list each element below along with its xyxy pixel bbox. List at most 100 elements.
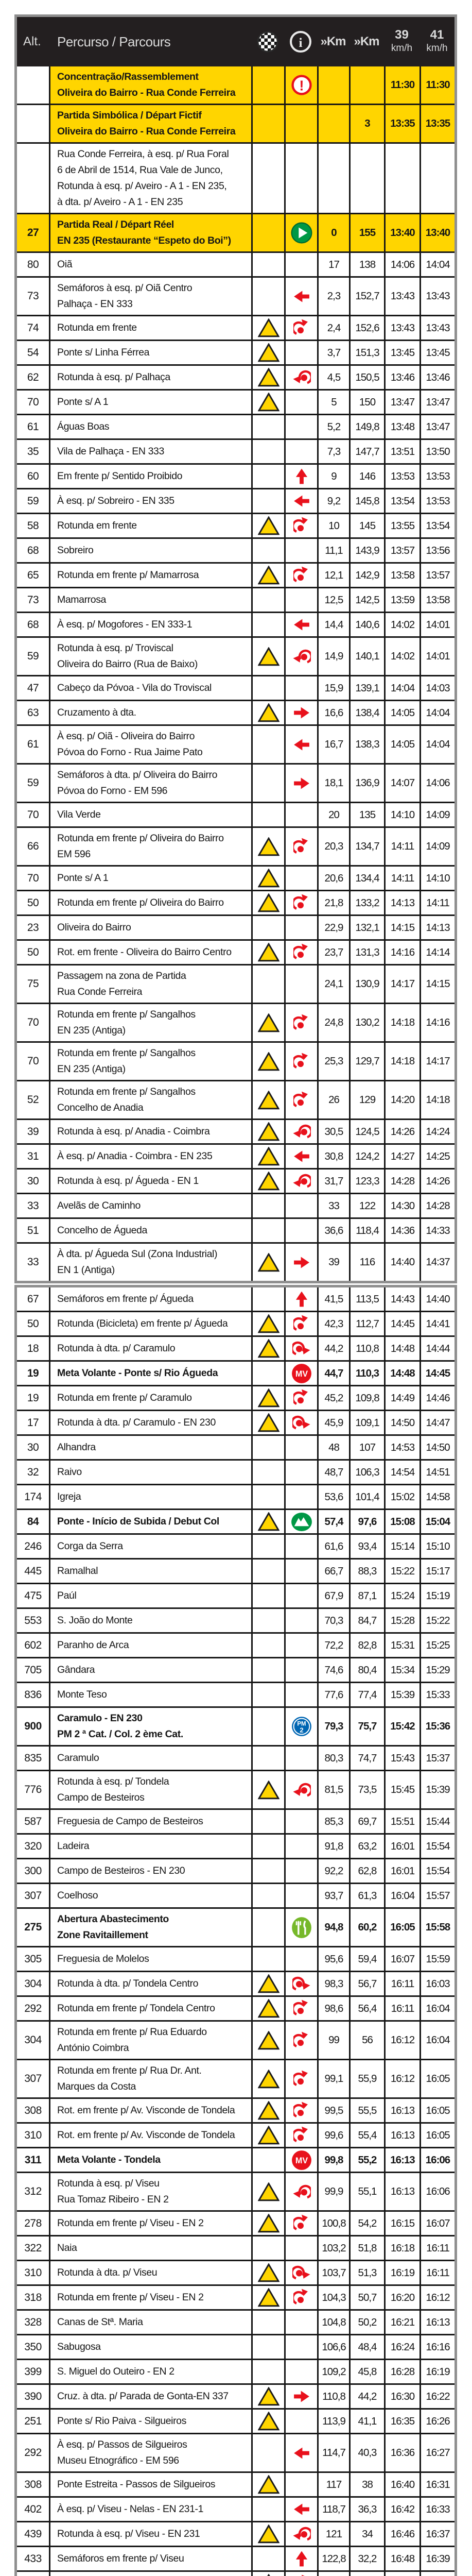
icon-cell bbox=[284, 1461, 317, 1484]
km-remaining-value: 124,5 bbox=[355, 1125, 379, 1138]
km-value: 53,6 bbox=[324, 1490, 344, 1503]
route-cell: Meta Volante - Ponte s/ Rio Águeda bbox=[49, 1362, 251, 1385]
icon-cell bbox=[284, 891, 317, 914]
km-value: 23,7 bbox=[324, 946, 344, 958]
time-41-cell: 14:13 bbox=[419, 916, 454, 939]
icon-cell bbox=[284, 2173, 317, 2210]
time-41-cell: 15:58 bbox=[419, 1909, 454, 1946]
route-text: Rotunda em frente p/ Rua Dr. Ant. bbox=[57, 2065, 202, 2076]
km-remaining-cell: 45,8 bbox=[349, 2360, 384, 2383]
km-remaining-cell: 93,4 bbox=[349, 1535, 384, 1558]
km-remaining-cell: 123,3 bbox=[349, 1170, 384, 1193]
col-header-speed-41: 41 km/h bbox=[419, 28, 454, 55]
icon-cell bbox=[284, 1081, 317, 1118]
table-row: 322 Naia 103,2 51,8 16:18 16:11 bbox=[17, 2235, 454, 2260]
warning-cell bbox=[251, 1145, 284, 1168]
km-cell: 16,6 bbox=[317, 701, 349, 724]
altitude-value: 70 bbox=[27, 396, 39, 408]
altitude-value: 59 bbox=[27, 495, 39, 507]
km-value: 57,4 bbox=[324, 1515, 344, 1528]
route-cell: Cruzamento à dta. bbox=[49, 701, 251, 724]
km-remaining-cell: 112,7 bbox=[349, 1312, 384, 1335]
km-remaining-value: 56,7 bbox=[358, 1977, 377, 1990]
table-row: Concentração/Rassemblement Oliveira do Ba… bbox=[17, 66, 454, 104]
time-41-cell: 16:33 bbox=[419, 2498, 454, 2521]
altitude-value: 30 bbox=[27, 1175, 39, 1187]
time-41-value: 14:58 bbox=[426, 1490, 450, 1503]
altitude-cell: 54 bbox=[17, 341, 49, 364]
icon-cell bbox=[284, 366, 317, 389]
altitude-value: 292 bbox=[24, 2002, 42, 2014]
km-cell bbox=[317, 66, 349, 104]
time-39-value: 15:14 bbox=[390, 1540, 415, 1552]
speed-unit: km/h bbox=[391, 43, 413, 54]
time-39-cell: 16:28 bbox=[384, 2360, 419, 2383]
table-header: Alt. Percurso / Parcours i »Km »Km 39 km… bbox=[17, 17, 454, 66]
altitude-value: 308 bbox=[24, 2104, 42, 2116]
time-39-cell: 14:50 bbox=[384, 1411, 419, 1434]
altitude-value: 307 bbox=[24, 2073, 42, 2084]
roundabout-straight-icon bbox=[293, 2126, 310, 2145]
time-39-value: 16:13 bbox=[390, 2104, 415, 2116]
altitude-value: 35 bbox=[27, 445, 39, 457]
altitude-cell: 30 bbox=[17, 1436, 49, 1459]
time-39-value: 15:42 bbox=[390, 1720, 415, 1732]
route-text: Igreja bbox=[57, 1491, 81, 1502]
warning-cell bbox=[251, 2173, 284, 2210]
altitude-value: 84 bbox=[27, 1515, 39, 1528]
route-text: Póvoa do Forno - Rua Jaime Pato bbox=[57, 747, 203, 758]
time-39-cell: 16:13 bbox=[384, 2148, 419, 2172]
km-remaining-cell: 55,5 bbox=[349, 2099, 384, 2122]
icon-cell bbox=[284, 1170, 317, 1193]
km-remaining-value: 132,1 bbox=[355, 921, 379, 934]
km-remaining-cell: 109,1 bbox=[349, 1411, 384, 1434]
table-row: 251 Ponte s/ Rio Paiva - Silgueiros 113,9 4… bbox=[17, 2408, 454, 2433]
km-remaining-value: 38 bbox=[362, 2478, 373, 2490]
km-cell: 44,7 bbox=[317, 1362, 349, 1385]
time-41-value: 16:37 bbox=[426, 2528, 450, 2540]
altitude-value: 61 bbox=[27, 738, 39, 750]
table-row: 433 Semáforos em frente p/ Viseu 122,8 32,2… bbox=[17, 2546, 454, 2570]
km-remaining-value: 36,3 bbox=[358, 2503, 377, 2515]
km-remaining-value: 122 bbox=[359, 1199, 376, 1212]
rows-1: Concentração/Rassemblement Oliveira do Ba… bbox=[17, 66, 454, 1281]
time-41-cell: 14:17 bbox=[419, 1043, 454, 1080]
km-value: 9,2 bbox=[327, 495, 341, 507]
km-cell: 39 bbox=[317, 1244, 349, 1281]
route-cell: Gândara bbox=[49, 1658, 251, 1682]
time-39-cell: 16:04 bbox=[384, 1884, 419, 1907]
turn-left-arrow-icon bbox=[293, 494, 310, 509]
table-row: 31 À esq. p/ Anadia - Coimbra - EN 235 30,… bbox=[17, 1143, 454, 1168]
time-41-value: 13:35 bbox=[425, 117, 450, 129]
route-cell: Ponte s/ A 1 bbox=[49, 391, 251, 414]
warning-cell bbox=[251, 341, 284, 364]
time-41-value: 14:06 bbox=[426, 777, 450, 789]
time-39-value: 14:48 bbox=[390, 1367, 415, 1379]
table-row: 51 Concelho de Águeda 36,6 118,4 14:36 14:33 bbox=[17, 1217, 454, 1242]
col-header-altitude: Alt. bbox=[23, 35, 41, 48]
km-value: 2,4 bbox=[327, 321, 341, 334]
route-text: Ponte s/ A 1 bbox=[57, 396, 109, 408]
time-39-value: 13:54 bbox=[390, 495, 415, 507]
roundabout-left-icon bbox=[292, 1173, 311, 1190]
km-remaining-cell: 146 bbox=[349, 465, 384, 488]
km-cell: 4,5 bbox=[317, 366, 349, 389]
time-41-cell: 16:16 bbox=[419, 2335, 454, 2359]
time-41-cell: 14:46 bbox=[419, 1386, 454, 1410]
warning-cell bbox=[251, 391, 284, 414]
altitude-cell: 66 bbox=[17, 828, 49, 865]
time-39-value: 14:13 bbox=[390, 896, 415, 909]
route-text: Caramulo - EN 230 bbox=[57, 1713, 143, 1724]
time-41-cell: 16:13 bbox=[419, 2311, 454, 2334]
altitude-cell: 439 bbox=[17, 2522, 49, 2546]
altitude-value: 308 bbox=[24, 2478, 42, 2490]
table-row: 47 Cabeço da Póvoa - Vila do Troviscal 15,… bbox=[17, 675, 454, 700]
time-39-cell: 16:07 bbox=[384, 1947, 419, 1971]
time-41-cell: 13:53 bbox=[419, 489, 454, 513]
route-cell: Rotunda em frente p/ Sangalhos EN 235 (An… bbox=[49, 1004, 251, 1041]
altitude-value: 275 bbox=[24, 1921, 42, 1933]
svg-text:!: ! bbox=[299, 78, 304, 94]
km-remaining-cell: 132,1 bbox=[349, 916, 384, 939]
km-remaining-value: 138 bbox=[359, 258, 376, 270]
warning-triangle-icon bbox=[257, 393, 279, 412]
